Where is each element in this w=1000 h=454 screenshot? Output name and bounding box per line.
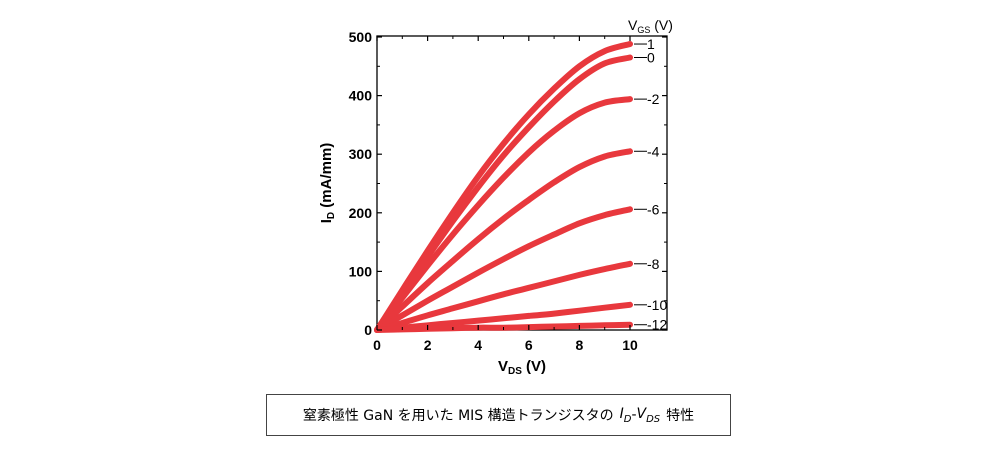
caption-suffix: 特性 xyxy=(666,408,695,424)
y-tick-label: 500 xyxy=(349,29,373,45)
curves xyxy=(374,41,633,333)
caption-dash: - xyxy=(631,407,637,423)
y-tick-label: 0 xyxy=(364,322,372,338)
x-tick-label: 10 xyxy=(622,337,638,353)
curve-label: -12 xyxy=(647,317,667,333)
curve-labels: 10 -2 -4 -6 -8 -10 -12 xyxy=(634,36,667,333)
curve-label: -8 xyxy=(647,256,660,272)
curve-vgs-neg8 xyxy=(374,260,633,333)
curve-vgs-0 xyxy=(374,54,633,333)
curve-label: -6 xyxy=(647,201,660,217)
legend-title: VGS (V) xyxy=(628,17,673,35)
curve-vgs-1 xyxy=(374,41,633,333)
x-tick-label: 8 xyxy=(576,337,584,353)
y-tick-label: 400 xyxy=(349,88,373,104)
x-tick-label: 2 xyxy=(424,337,432,353)
x-axis-label: VDS (V) xyxy=(498,358,546,377)
curve-label: -10 xyxy=(647,297,667,313)
y-tick-label: 300 xyxy=(349,146,373,162)
curve-label: 1 xyxy=(647,36,655,52)
y-tick-label: 100 xyxy=(349,263,373,279)
caption-id-symbol: ID xyxy=(619,405,632,425)
curve-label: -4 xyxy=(647,143,660,159)
curve-vgs-neg6 xyxy=(374,206,633,333)
y-tick-label: 200 xyxy=(349,205,373,221)
curve-vgs-neg4 xyxy=(374,148,633,333)
curve-label: -2 xyxy=(647,91,660,107)
x-tick-label: 0 xyxy=(373,337,381,353)
y-axis-label: ID (mA/mm) xyxy=(318,143,337,224)
x-tick-label: 6 xyxy=(525,337,533,353)
curve-vgs-neg2 xyxy=(374,96,633,333)
x-tick-label: 4 xyxy=(474,337,482,353)
caption-vds-symbol: VDS xyxy=(636,405,661,425)
figure-caption: 窒素極性 GaN を用いた MIS 構造トランジスタの ID - VDS 特性 xyxy=(266,394,731,436)
curve-label: 0 xyxy=(647,50,655,66)
caption-text: 窒素極性 GaN を用いた MIS 構造トランジスタの xyxy=(302,408,614,424)
